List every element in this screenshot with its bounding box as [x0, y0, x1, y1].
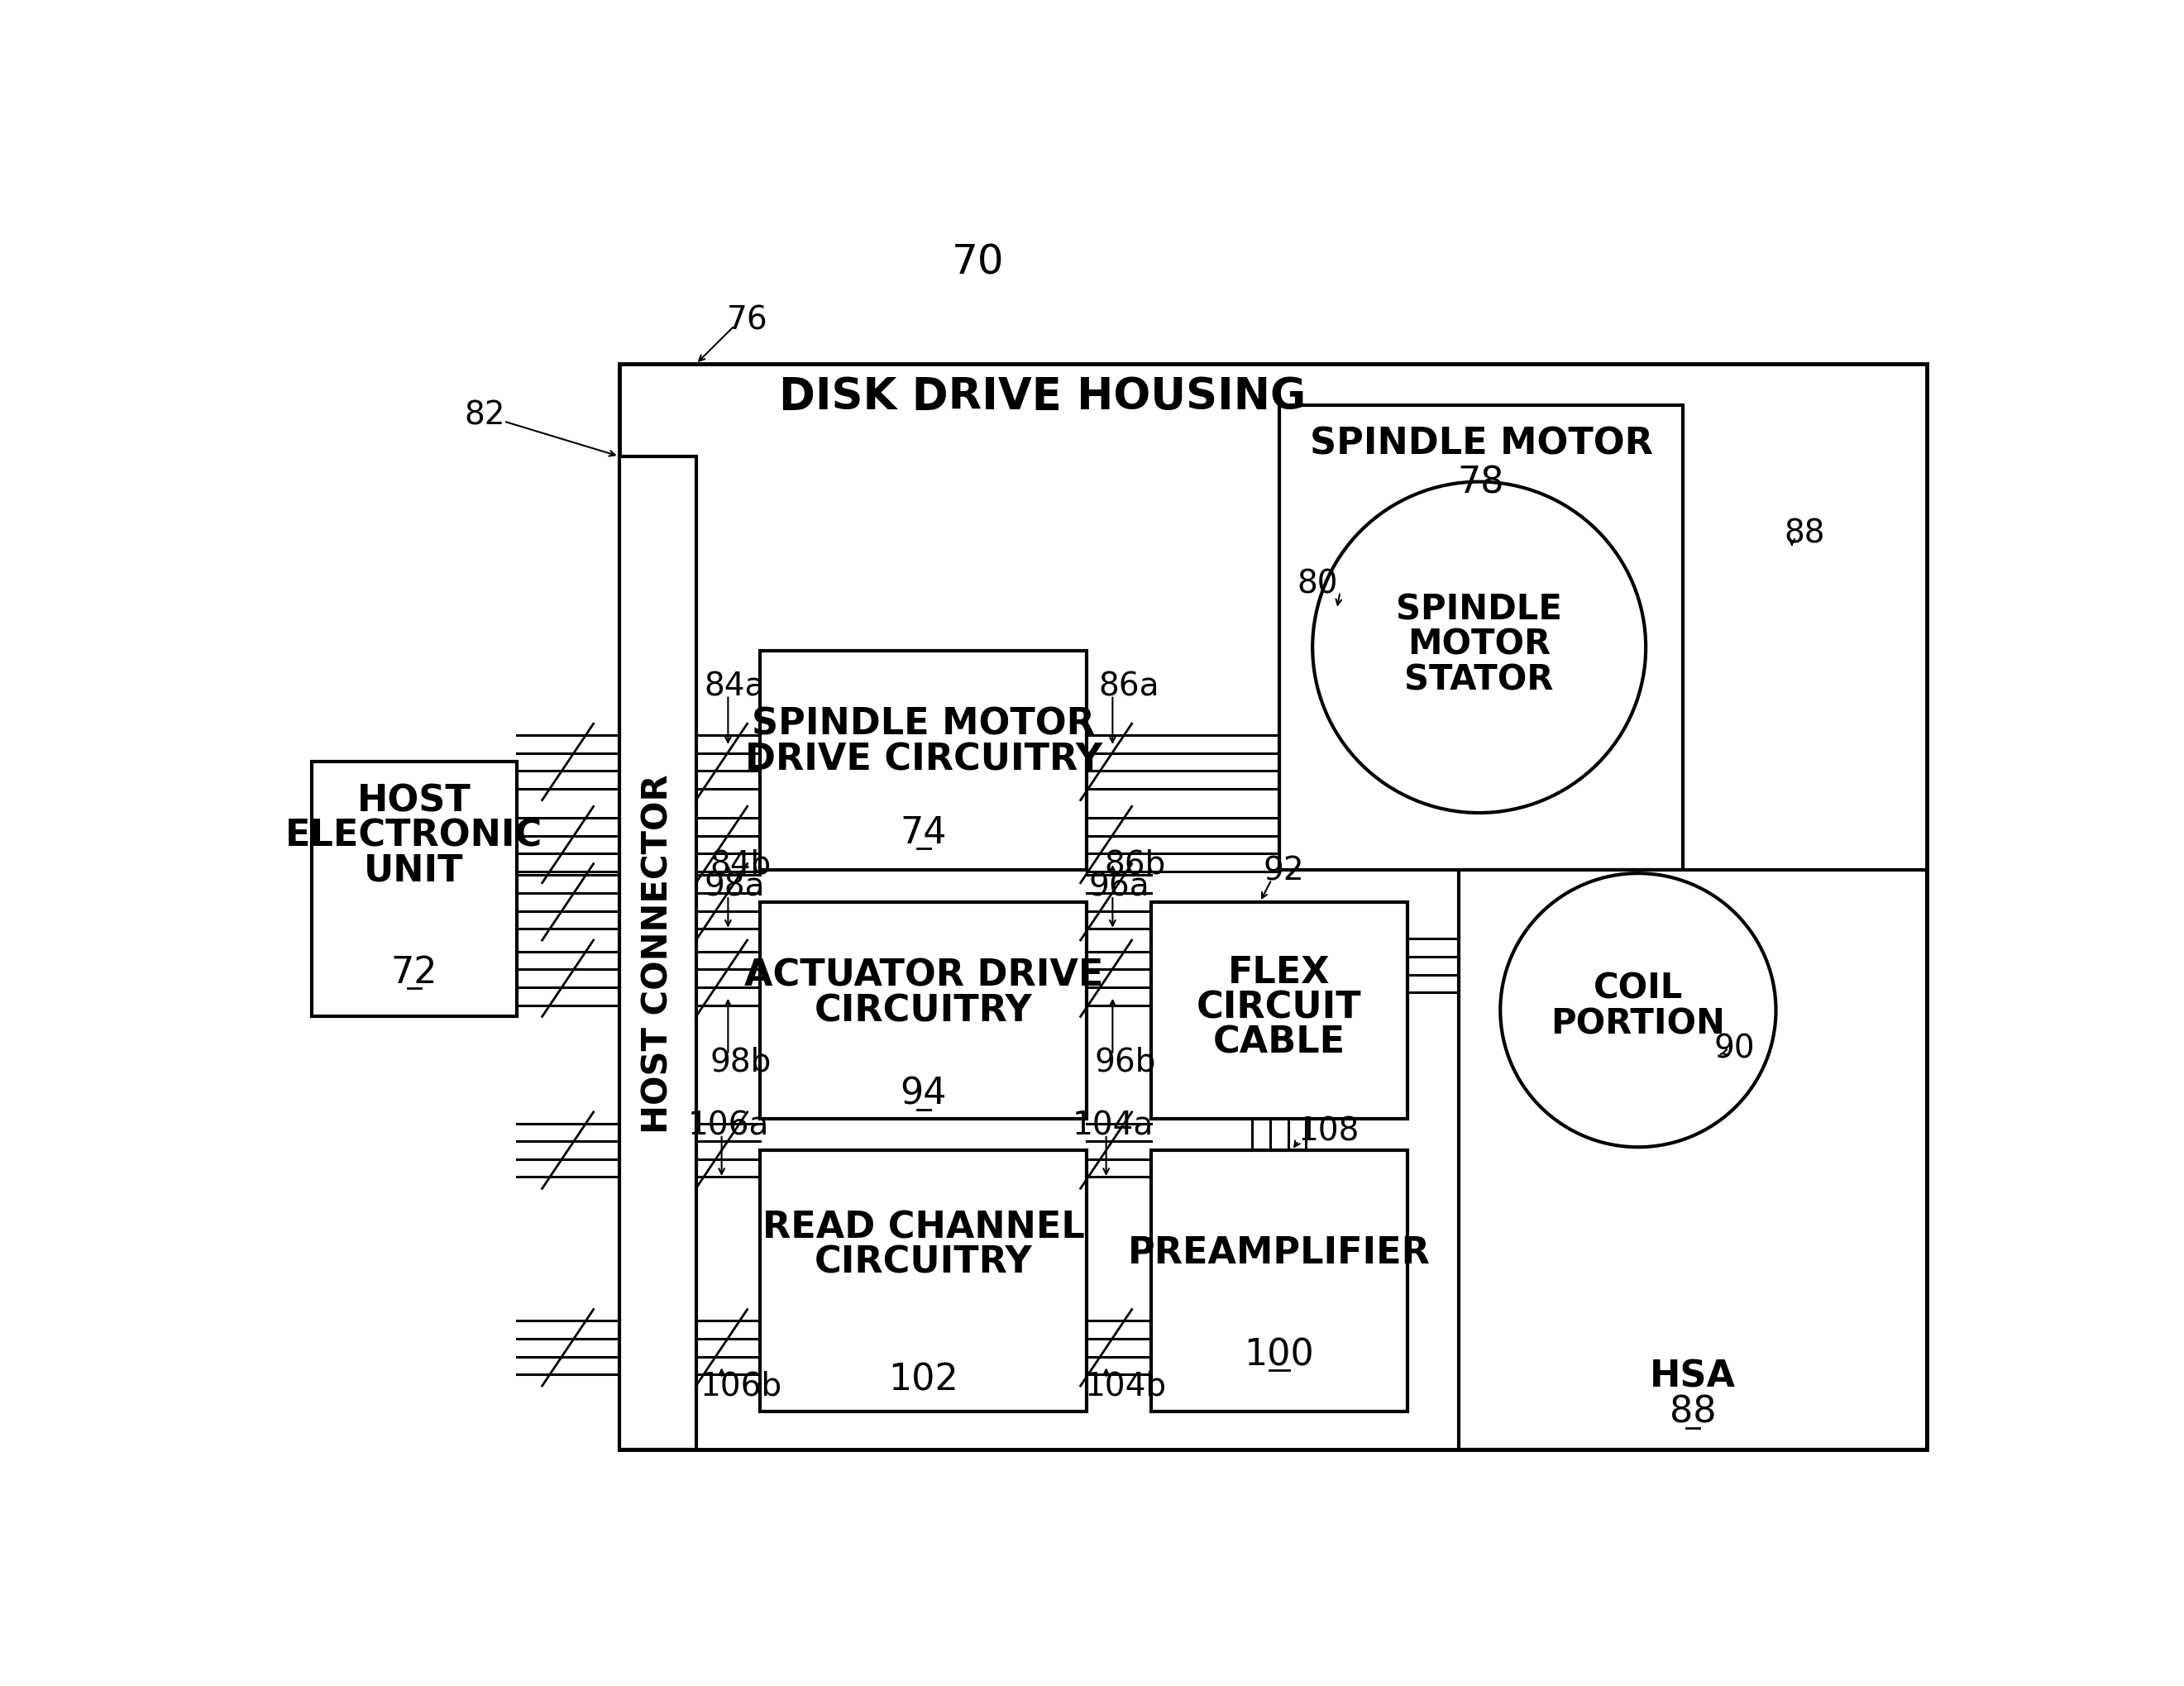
Text: PORTION: PORTION [1551, 1007, 1725, 1040]
Bar [618, 457, 697, 1450]
Ellipse shape [1500, 873, 1776, 1148]
Ellipse shape [1313, 482, 1647, 813]
Bar [760, 902, 1088, 1120]
Text: CIRCUITRY: CIRCUITRY [815, 1244, 1033, 1280]
Text: UNIT: UNIT [365, 853, 463, 889]
Text: 96a: 96a [1088, 870, 1149, 902]
Bar [760, 1150, 1088, 1411]
Text: 104a: 104a [1072, 1109, 1153, 1141]
Text: 92: 92 [1262, 855, 1304, 887]
Text: STATOR: STATOR [1404, 663, 1553, 696]
Bar [312, 762, 518, 1017]
Text: 84b: 84b [710, 848, 771, 880]
Text: 72: 72 [391, 954, 437, 990]
Text: HOST: HOST [356, 782, 472, 818]
Text: 88: 88 [1669, 1394, 1717, 1430]
Bar [1280, 406, 1684, 870]
Bar [1151, 902, 1406, 1120]
Text: 100: 100 [1245, 1337, 1315, 1372]
Text: 78: 78 [1457, 465, 1505, 501]
Text: DISK DRIVE HOUSING: DISK DRIVE HOUSING [778, 374, 1306, 418]
Text: DRIVE CIRCUITRY: DRIVE CIRCUITRY [745, 742, 1103, 777]
Bar [618, 364, 1926, 1450]
Text: MOTOR: MOTOR [1406, 627, 1551, 663]
Text: 88: 88 [1784, 518, 1826, 550]
Text: 90: 90 [1714, 1034, 1754, 1064]
Text: ELECTRONIC: ELECTRONIC [286, 818, 542, 853]
Text: 70: 70 [952, 243, 1005, 283]
Bar [1459, 870, 1926, 1450]
Text: 94: 94 [900, 1076, 948, 1111]
Text: SPINDLE MOTOR: SPINDLE MOTOR [751, 706, 1094, 742]
Text: SPINDLE: SPINDLE [1396, 592, 1562, 627]
Text: HSA: HSA [1649, 1359, 1736, 1394]
Text: 86b: 86b [1105, 848, 1166, 880]
Text: COIL: COIL [1594, 971, 1684, 1005]
Text: 82: 82 [463, 400, 505, 432]
Text: 84a: 84a [703, 671, 764, 701]
Bar [1151, 1150, 1406, 1411]
Text: CIRCUITRY: CIRCUITRY [815, 993, 1033, 1028]
Text: ACTUATOR DRIVE: ACTUATOR DRIVE [745, 958, 1103, 993]
Text: 106a: 106a [688, 1109, 769, 1141]
Text: CIRCUIT: CIRCUIT [1197, 990, 1363, 1025]
Text: 74: 74 [900, 814, 948, 850]
Text: FLEX: FLEX [1227, 954, 1330, 990]
Text: HOST CONNECTOR: HOST CONNECTOR [640, 774, 675, 1133]
Text: 104b: 104b [1085, 1371, 1166, 1401]
Text: READ CHANNEL: READ CHANNEL [762, 1209, 1085, 1244]
Text: 98a: 98a [703, 870, 764, 902]
Text: PREAMPLIFIER: PREAMPLIFIER [1127, 1234, 1431, 1270]
Text: 86a: 86a [1099, 671, 1160, 701]
Text: 98b: 98b [710, 1045, 771, 1077]
Text: 108: 108 [1299, 1116, 1361, 1146]
Bar [760, 651, 1088, 870]
Text: 106b: 106b [699, 1371, 782, 1401]
Text: 102: 102 [889, 1362, 959, 1398]
Text: 80: 80 [1297, 568, 1339, 600]
Text: 96b: 96b [1094, 1045, 1155, 1077]
Text: CABLE: CABLE [1212, 1025, 1345, 1060]
Text: SPINDLE MOTOR: SPINDLE MOTOR [1310, 427, 1653, 462]
Text: 76: 76 [727, 305, 769, 336]
